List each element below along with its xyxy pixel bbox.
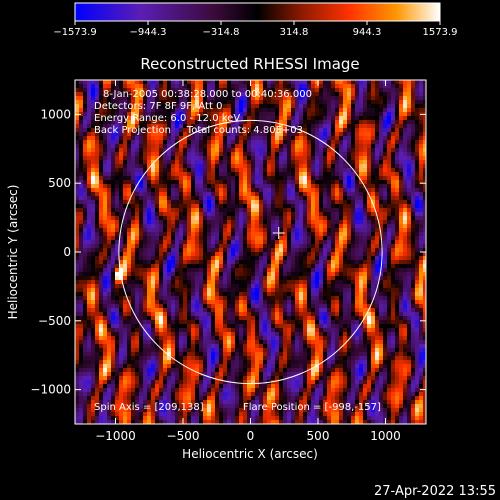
- annotation-time-range: 8-Jan-2005 00:38:28.000 to 00:40:36.000: [103, 89, 312, 100]
- colorbar-tick-label: 1573.9: [423, 27, 458, 38]
- y-tick-label: 0: [63, 245, 71, 259]
- colorbar-tick-label: 314.8: [280, 27, 309, 38]
- y-axis-label: Heliocentric Y (arcsec): [6, 185, 20, 320]
- colorbar-tick-label: −314.8: [202, 27, 239, 38]
- x-tick-label: 1000: [370, 429, 401, 443]
- x-tick-label: 0: [247, 429, 255, 443]
- y-tick-label: −500: [38, 314, 71, 328]
- flare-marker-cross: [272, 227, 285, 240]
- y-tick-label: 1000: [40, 107, 71, 121]
- spin-axis-label: Spin Axis = [209,138]: [94, 402, 204, 413]
- x-axis-label: Heliocentric X (arcsec): [182, 447, 318, 461]
- annotation-method: Back Projection Total counts: 4.80E+03: [94, 125, 303, 136]
- x-tick-label: −500: [167, 429, 200, 443]
- solar-limb-circle: [118, 119, 383, 385]
- colorbar-tick-label: 944.3: [353, 27, 382, 38]
- timestamp: 27-Apr-2022 13:55: [374, 484, 496, 499]
- colorbar-tick-label: −1573.9: [53, 27, 96, 38]
- colorbar: [74, 2, 441, 22]
- colorbar-ticks: −1573.9 −944.3 −314.8 314.8 944.3 1573.9: [53, 21, 458, 38]
- chart-title: Reconstructed RHESSI Image: [140, 55, 359, 73]
- annotation-energy: Energy Range: 6.0 - 12.0 keV: [94, 113, 240, 124]
- x-tick-label: 500: [307, 429, 330, 443]
- x-tick-label: −1000: [95, 429, 136, 443]
- heatmap-image: [75, 80, 426, 424]
- annotation-detectors: Detectors: 7F 8F 9F, Att 0: [94, 101, 222, 112]
- y-axis-ticks: −1000 −500 0 500 1000: [30, 107, 426, 397]
- colorbar-tick-label: −944.3: [129, 27, 166, 38]
- y-tick-label: 500: [48, 176, 71, 190]
- y-tick-label: −1000: [30, 383, 71, 397]
- x-axis-ticks: −1000 −500 0 500 1000: [95, 80, 401, 443]
- flare-position-label: Flare Position = [-998,-157]: [243, 402, 381, 413]
